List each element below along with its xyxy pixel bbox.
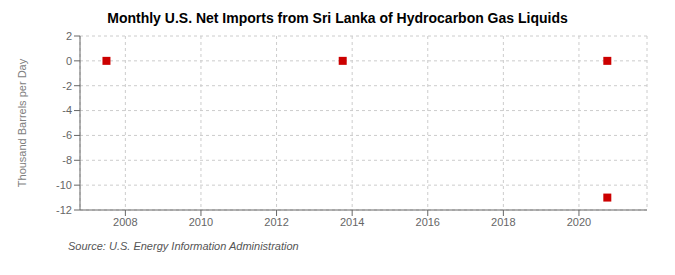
html-text:Source: U.S. Energy Informatio: Source: U.S. Energy Information Administ… — [68, 240, 299, 252]
svg-text:2010: 2010 — [189, 216, 213, 228]
html-text:Monthly U.S. Net Imports from: Monthly U.S. Net Imports from Sri Lanka … — [107, 10, 568, 26]
svg-text:2014: 2014 — [340, 216, 364, 228]
svg-text:-8: -8 — [62, 154, 72, 166]
svg-text:0: 0 — [66, 55, 72, 67]
svg-text:2: 2 — [66, 30, 72, 42]
svg-text:2008: 2008 — [113, 216, 137, 228]
svg-text:2018: 2018 — [491, 216, 515, 228]
svg-text:-10: -10 — [56, 179, 72, 191]
svg-text:-4: -4 — [62, 104, 72, 116]
svg-text:2016: 2016 — [416, 216, 440, 228]
svg-text:2020: 2020 — [567, 216, 591, 228]
svg-text:-6: -6 — [62, 129, 72, 141]
svg-text:2012: 2012 — [264, 216, 288, 228]
svg-text:-12: -12 — [56, 204, 72, 216]
svg-text:Thousand Barrels per Day: Thousand Barrels per Day — [16, 58, 28, 187]
svg-text:-2: -2 — [62, 80, 72, 92]
